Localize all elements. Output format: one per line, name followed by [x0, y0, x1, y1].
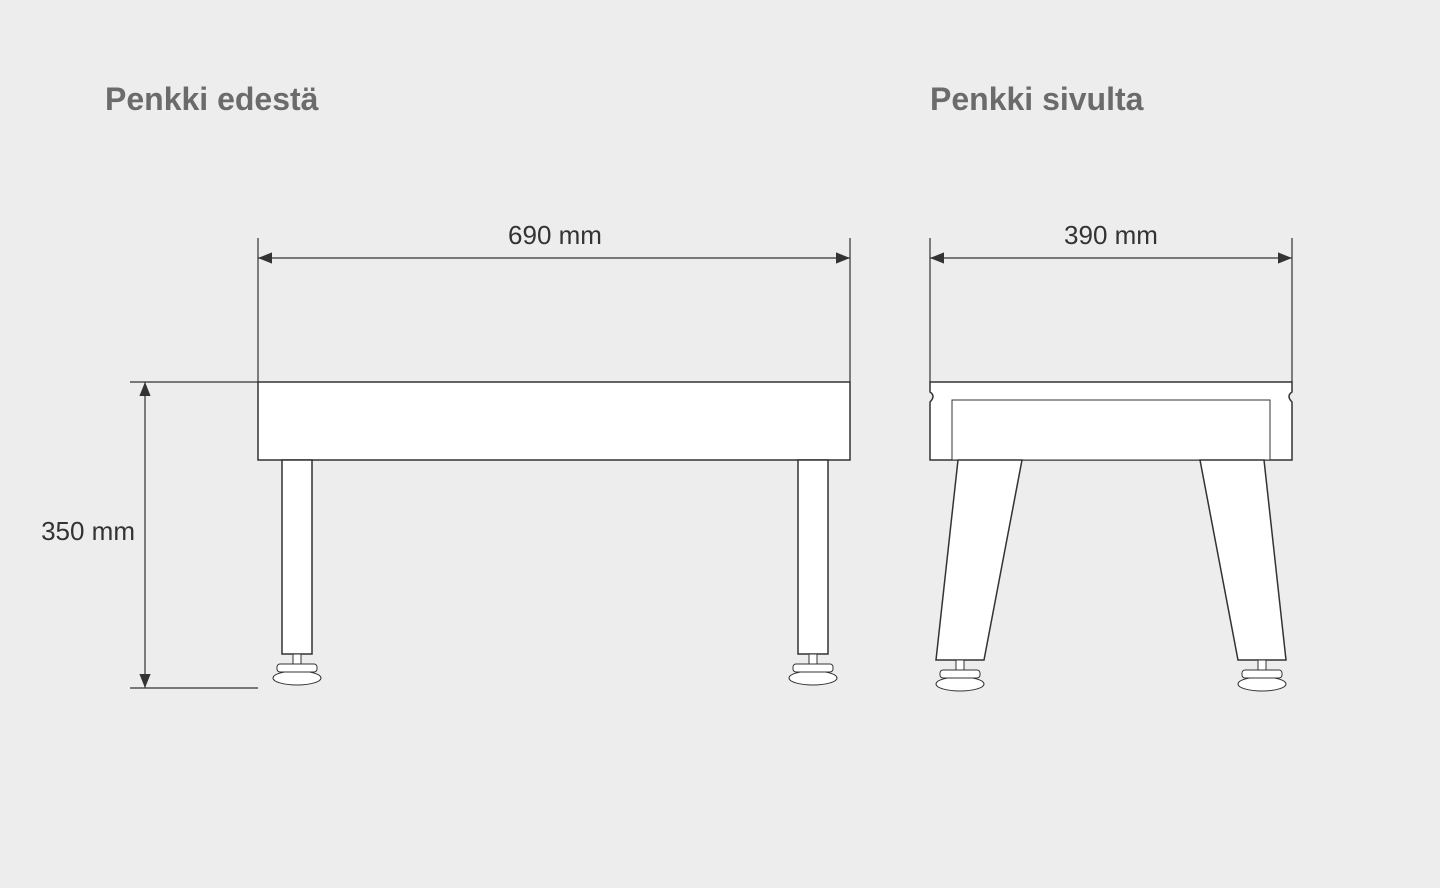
front-leg-right: [798, 460, 828, 654]
front-seat: [258, 382, 850, 460]
front-leg-left: [282, 460, 312, 654]
width-label: 690 mm: [508, 220, 602, 250]
title-front: Penkki edestä: [105, 81, 319, 117]
side-seat-inner: [952, 400, 1270, 460]
title-side: Penkki sivulta: [930, 81, 1144, 117]
technical-drawing: Penkki edestä Penkki sivulta 690 mm 350 …: [0, 0, 1440, 888]
depth-label: 390 mm: [1064, 220, 1158, 250]
height-label: 350 mm: [41, 516, 135, 546]
